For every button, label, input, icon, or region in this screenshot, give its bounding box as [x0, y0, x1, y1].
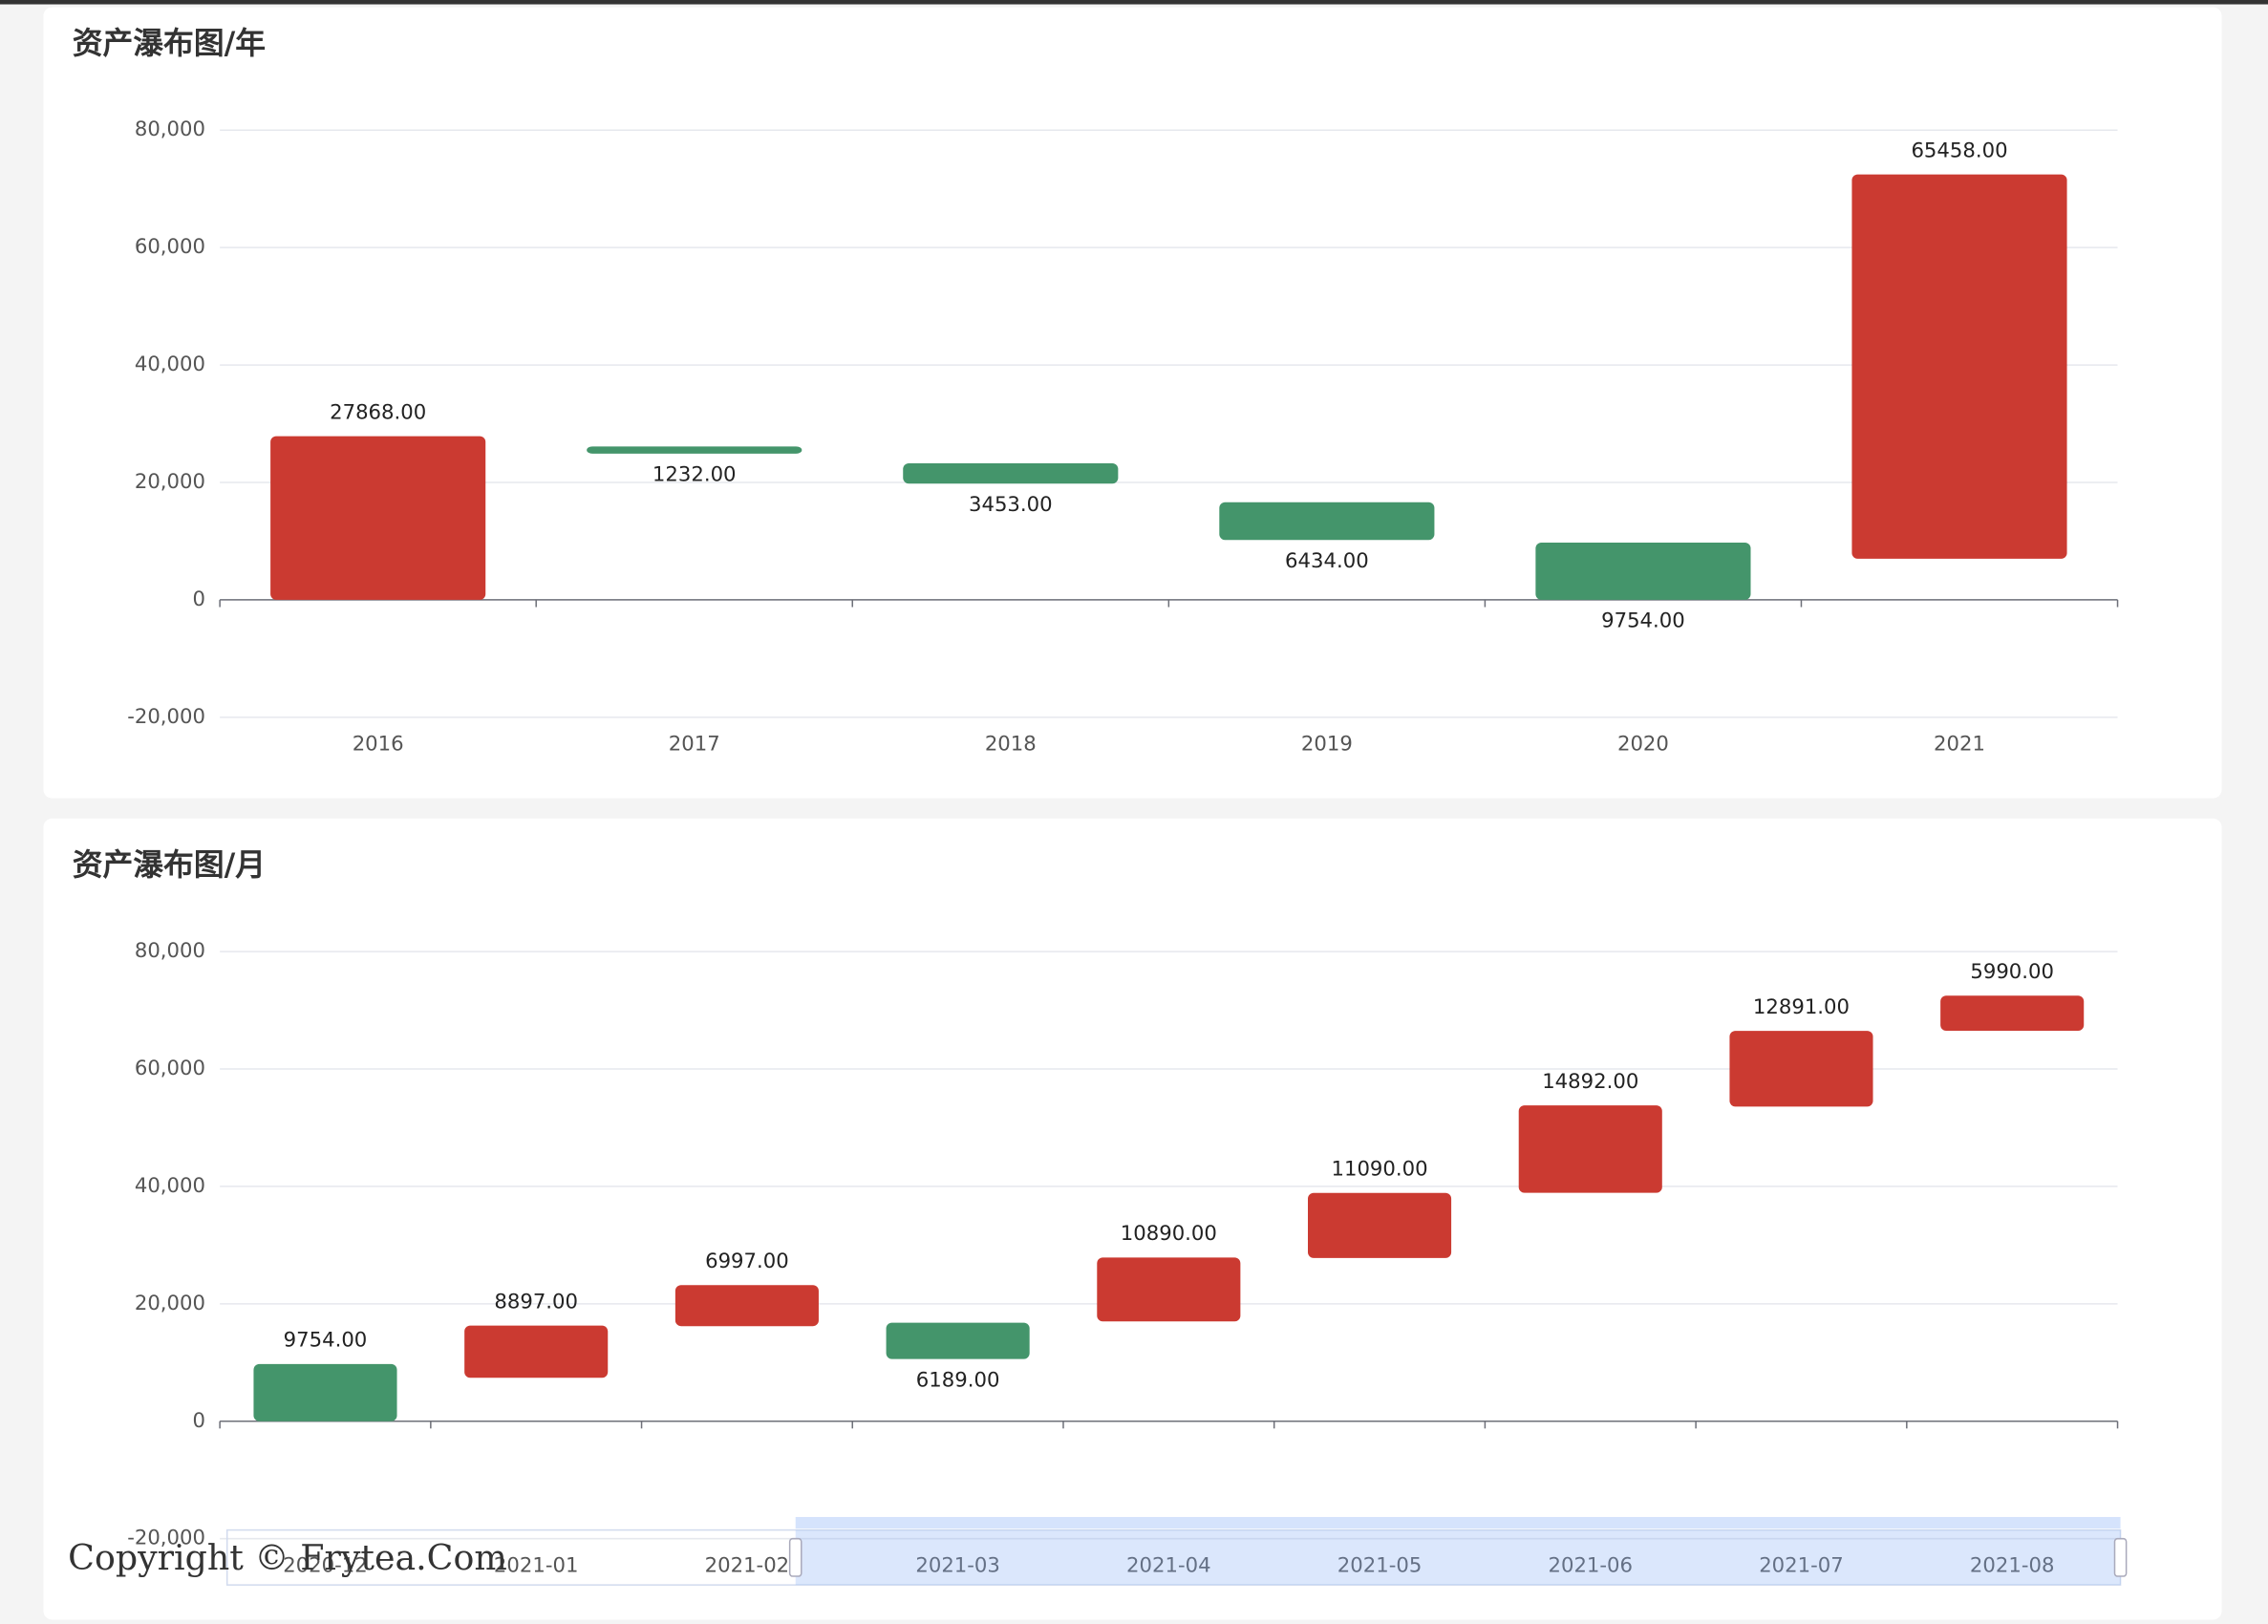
y-tick-label: 80,000: [135, 938, 205, 962]
x-tick-label: 2018: [985, 732, 1037, 756]
bar: [903, 463, 1119, 484]
value-label: 14892.00: [1542, 1069, 1638, 1093]
bar: [1940, 995, 2085, 1032]
bar: [1518, 1105, 1662, 1193]
y-tick-label: 40,000: [135, 1173, 205, 1197]
top-bar: [0, 0, 2268, 5]
y-tick-label: 40,000: [135, 352, 205, 375]
x-tick-label: 2020: [1617, 732, 1669, 756]
x-tick-label: 2021-02: [705, 1552, 790, 1576]
value-label: 1232.00: [653, 462, 737, 486]
y-tick-label: -20,000: [127, 1526, 205, 1549]
y-tick-label: 0: [193, 1408, 205, 1432]
value-label: 10890.00: [1121, 1221, 1217, 1245]
value-label: 3453.00: [969, 492, 1053, 516]
bar: [253, 1363, 397, 1421]
value-label: 9754.00: [1601, 609, 1685, 632]
chart-title: 资产瀑布图/月: [73, 847, 266, 883]
x-tick-label: 2021-03: [915, 1552, 1000, 1576]
x-tick-label: 2016: [353, 732, 404, 756]
zoom-bar: [795, 1516, 2121, 1529]
zoom-handle[interactable]: [2113, 1537, 2128, 1577]
x-tick-label: 2021-06: [1548, 1552, 1633, 1576]
value-label: 27868.00: [330, 399, 426, 423]
bar: [587, 446, 802, 454]
zoom-handle[interactable]: [788, 1537, 802, 1577]
x-tick-label: 2021-04: [1126, 1552, 1211, 1576]
bar: [270, 436, 486, 600]
bar: [674, 1285, 819, 1327]
y-tick-label: 20,000: [135, 1291, 205, 1314]
value-label: 11090.00: [1331, 1157, 1427, 1181]
x-tick-label: 2017: [669, 732, 720, 756]
zoom-window: [795, 1529, 2121, 1586]
y-tick-label: 0: [193, 587, 205, 610]
value-label: 12891.00: [1753, 994, 1850, 1018]
value-label: 6997.00: [705, 1249, 789, 1272]
watermark: Copyright © Frytea.Com: [68, 1537, 507, 1578]
x-tick-label: 2020-12: [283, 1552, 368, 1576]
bar: [1535, 542, 1751, 600]
bar: [1729, 1031, 1873, 1107]
y-tick-label: 20,000: [135, 469, 205, 493]
bar: [1097, 1257, 1241, 1322]
bar: [464, 1325, 609, 1378]
x-tick-label: 2021: [1934, 732, 1985, 756]
y-tick-label: 60,000: [135, 1056, 205, 1079]
bar: [886, 1322, 1030, 1359]
value-label: 65458.00: [1911, 138, 2007, 161]
value-label: 8897.00: [494, 1289, 578, 1313]
value-label: 5990.00: [1970, 959, 2054, 983]
y-tick-label: 60,000: [135, 234, 205, 258]
chart-title: 资产瀑布图/年: [73, 26, 266, 61]
x-tick-label: 2021-07: [1759, 1552, 1844, 1576]
x-tick-label: 2021-08: [1970, 1552, 2055, 1576]
x-tick-label: 2019: [1301, 732, 1353, 756]
value-label: 6434.00: [1285, 548, 1369, 572]
x-tick-label: 2021-01: [494, 1552, 579, 1576]
y-tick-label: 80,000: [135, 117, 205, 140]
value-label: 9754.00: [284, 1328, 368, 1352]
bar: [1308, 1192, 1452, 1258]
bar: [1851, 174, 2067, 559]
y-tick-label: -20,000: [127, 704, 205, 728]
value-label: 6189.00: [916, 1367, 1000, 1391]
bar: [1219, 502, 1435, 541]
panel: [43, 818, 2222, 1620]
x-tick-label: 2021-05: [1337, 1552, 1423, 1576]
